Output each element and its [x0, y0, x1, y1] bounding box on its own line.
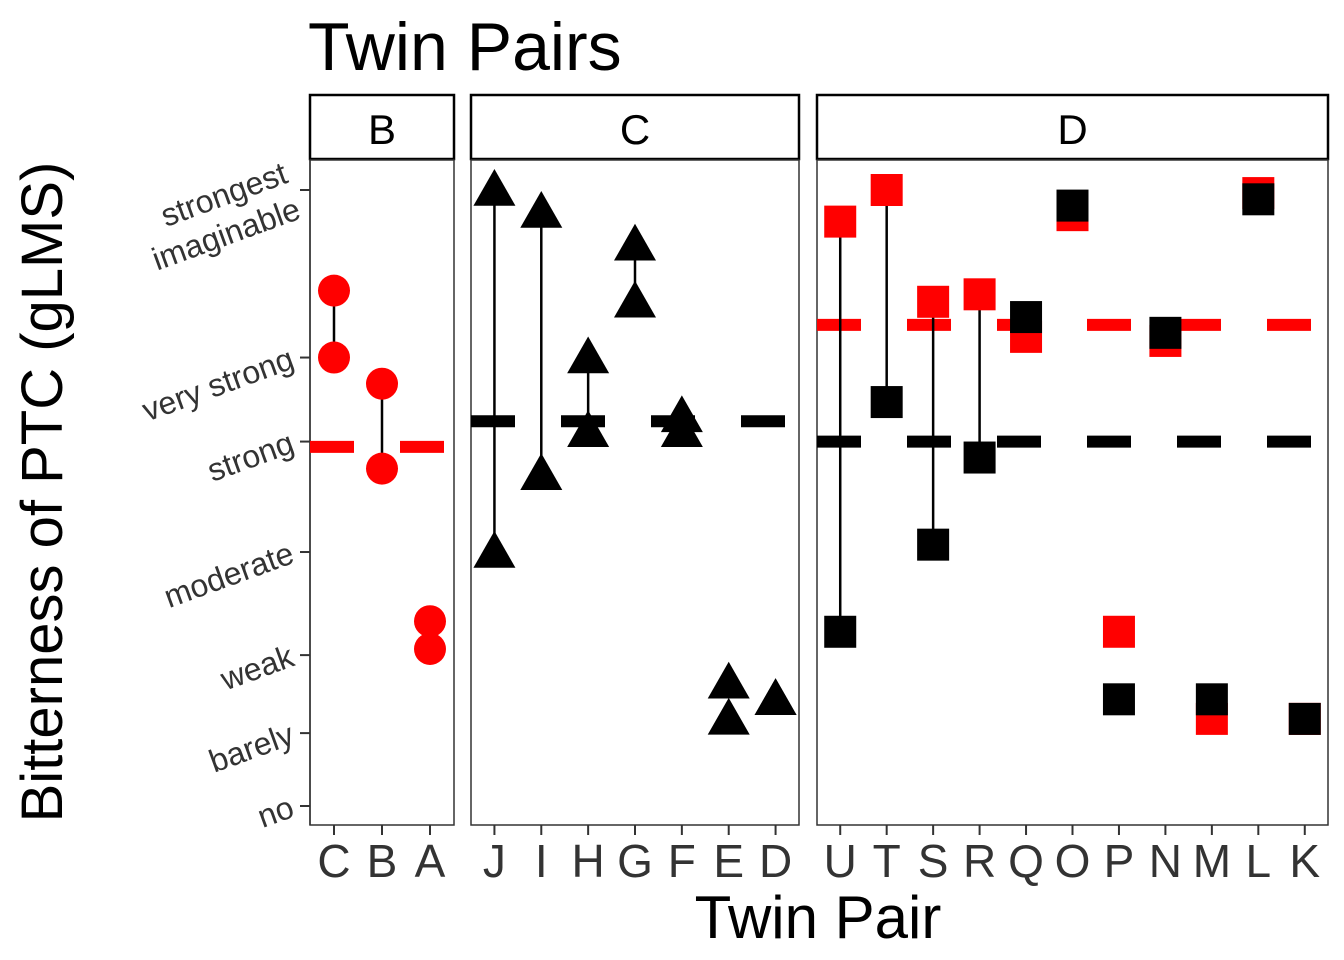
x-tick-label: U	[824, 835, 857, 887]
strip-label: B	[368, 106, 396, 153]
y-tick-label-line: weak	[215, 638, 299, 698]
x-tick-label: R	[963, 835, 996, 887]
x-tick-label: S	[918, 835, 949, 887]
point-black	[1288, 702, 1321, 735]
y-tick-label-line: very strong	[137, 340, 298, 428]
point-black	[567, 410, 610, 448]
point-red	[318, 341, 350, 374]
point-black	[614, 280, 656, 318]
point-red	[1102, 615, 1135, 648]
x-tick-label: C	[317, 835, 350, 887]
x-tick-label: O	[1055, 835, 1091, 887]
panel-B: BC B A	[308, 93, 456, 887]
point-black	[567, 336, 610, 374]
point-red	[963, 278, 996, 311]
panels: BC B ACJ I H G F E DDU T S R Q O P N M L K	[308, 93, 1330, 887]
y-tick-label-line: no	[253, 789, 299, 835]
strip-D	[815, 93, 1330, 161]
point-black	[824, 615, 857, 648]
point-black	[707, 697, 750, 735]
point-red	[366, 452, 398, 485]
x-tick-label: K	[1289, 835, 1320, 887]
panel-frame	[816, 159, 1329, 826]
point-red	[917, 285, 950, 318]
y-tick-label: barely	[204, 716, 298, 780]
panel-D: D U T S R Q O P N M L K	[815, 93, 1330, 887]
x-tick-label: D	[759, 835, 792, 887]
x-tick-label: J	[483, 835, 506, 887]
strip-label: D	[1057, 106, 1087, 153]
point-black	[473, 531, 516, 568]
strip-B	[308, 93, 456, 161]
x-tick-label: M	[1193, 835, 1231, 887]
x-tick-label: A	[415, 835, 446, 887]
point-black	[917, 528, 950, 561]
point-red	[366, 367, 398, 400]
y-tick-label: weak	[215, 638, 299, 698]
x-tick-label: F	[668, 835, 696, 887]
y-axis-title: Bitterness of PTC (gLMS)	[10, 162, 75, 823]
point-black	[660, 410, 703, 448]
x-tick-label: Q	[1008, 835, 1044, 887]
x-tick-label: N	[1149, 835, 1182, 887]
x-tick-label: H	[572, 835, 605, 887]
y-tick-label: strong	[203, 424, 299, 488]
point-red	[414, 632, 446, 665]
x-tick-label: I	[535, 835, 548, 887]
y-tick-label: moderate	[159, 535, 298, 615]
point-black	[1242, 183, 1275, 216]
y-tick-label: strongestimaginable	[134, 155, 305, 278]
panel-frame	[309, 159, 455, 826]
point-black	[1149, 316, 1182, 349]
x-tick-label: T	[873, 835, 901, 887]
x-tick-label: B	[367, 835, 398, 887]
y-tick-label-line: barely	[204, 716, 298, 780]
y-tick-label-line: strong	[203, 424, 299, 488]
point-black	[1056, 189, 1089, 222]
chart-title: Twin Pairs	[308, 9, 622, 85]
point-red	[414, 605, 446, 638]
x-tick-label: P	[1104, 835, 1135, 887]
point-red	[870, 174, 903, 206]
strip-label: C	[620, 106, 650, 153]
point-black	[473, 169, 516, 206]
point-black	[870, 386, 903, 419]
point-black	[1010, 301, 1043, 334]
x-tick-label: E	[713, 835, 744, 887]
point-black	[614, 223, 656, 261]
panel-C: C J I H G F E D	[469, 93, 801, 887]
point-red	[318, 274, 350, 307]
x-tick-label: G	[617, 835, 653, 887]
point-black	[1195, 683, 1228, 716]
x-tick-label: L	[1246, 835, 1272, 887]
point-black	[520, 190, 563, 228]
y-tick-label: no	[253, 789, 299, 835]
point-black	[963, 441, 996, 474]
x-axis-title: Twin Pair	[695, 884, 942, 951]
point-black	[754, 678, 797, 716]
y-tick-label: very strong	[137, 340, 298, 428]
point-black	[1102, 683, 1135, 716]
point-black	[520, 453, 563, 491]
point-red	[824, 205, 857, 238]
point-black	[707, 661, 750, 699]
y-tick-label-line: moderate	[159, 535, 298, 615]
strip-C	[469, 93, 801, 161]
